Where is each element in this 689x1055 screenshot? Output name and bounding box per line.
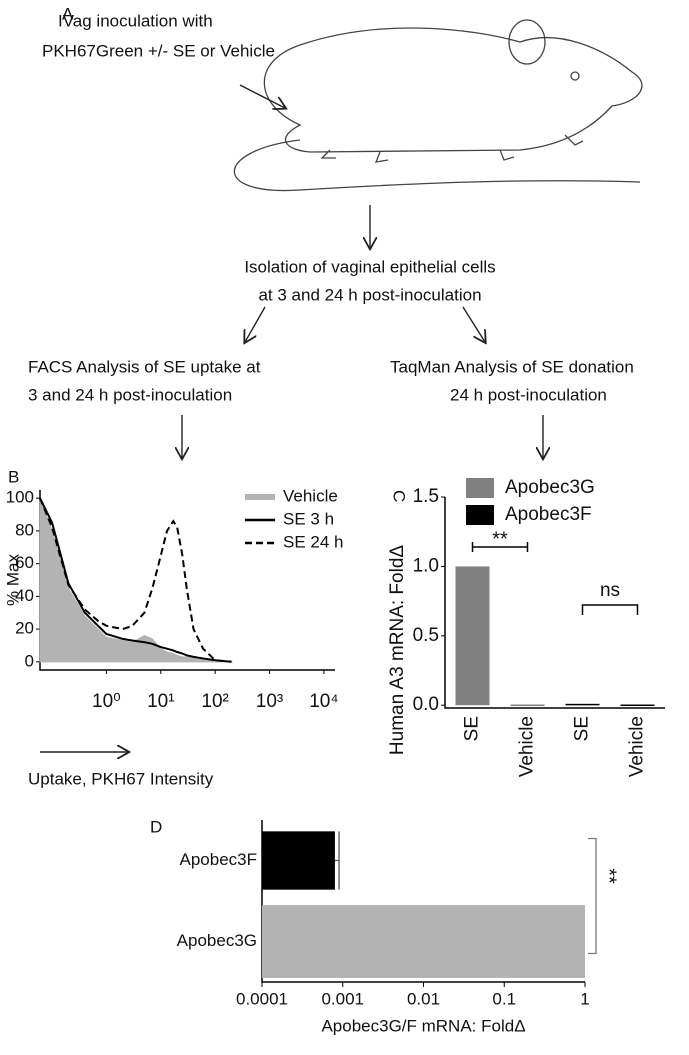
bar [510, 704, 545, 707]
x-tick-label: Vehicle [627, 716, 648, 777]
x-tick-label: SE [462, 716, 483, 741]
y-axis-label: % Max [3, 554, 22, 606]
x-tick-label: 0.0001 [236, 989, 288, 1008]
arrows [40, 84, 543, 752]
significance: ** [598, 868, 620, 884]
x-tick-label: 10⁰ [92, 691, 121, 712]
y-tick-label: 80 [15, 520, 34, 539]
y-tick-label: 0.5 [413, 625, 439, 646]
legend-label: SE 24 h [283, 532, 344, 551]
legend-swatch [466, 505, 494, 525]
y-tick-label: 100 [6, 488, 34, 507]
bar [262, 831, 335, 890]
significance: ** [492, 528, 508, 550]
y-tick-label: Apobec3G [177, 931, 257, 950]
bar [455, 566, 490, 706]
line [39, 497, 232, 663]
step-text: at 3 and 24 h post-inoculation [258, 285, 481, 304]
x-tick-label: 10² [201, 691, 228, 712]
bar [620, 704, 655, 707]
y-tick-label: Apobec3F [180, 850, 258, 869]
x-tick-label: Vehicle [517, 716, 538, 777]
x-axis-label: Apobec3G/F mRNA: FoldΔ [321, 1016, 525, 1035]
bracket [581, 604, 639, 615]
error-bar [334, 831, 340, 890]
step-text: 24 h post-inoculation [450, 385, 607, 404]
y-tick-label: 40 [15, 586, 34, 605]
x-tick-label: 10³ [256, 691, 283, 712]
step-text: FACS Analysis of SE uptake at [28, 357, 261, 376]
y-tick-label: 1.5 [413, 486, 439, 507]
legend-label: SE 3 h [283, 509, 334, 528]
x-tick-label: 10⁴ [309, 691, 338, 712]
bar [565, 703, 600, 706]
panel-label: C [390, 490, 409, 502]
panel-label: D [150, 817, 162, 836]
panel-label: A [62, 4, 74, 23]
bracket [471, 542, 529, 552]
panel-label: B [8, 467, 19, 486]
bar [262, 905, 585, 978]
legend-label: Vehicle [283, 486, 338, 505]
significance: ns [600, 580, 620, 601]
x-tick-label: 1 [580, 989, 589, 1008]
y-tick-label: 60 [15, 553, 34, 572]
x-tick-label: 0.1 [492, 989, 516, 1008]
x-tick-label: 10¹ [147, 691, 174, 712]
y-axis-label: Human A3 mRNA: FoldΔ [387, 545, 408, 755]
x-tick-label: SE [572, 716, 593, 741]
step-text: TaqMan Analysis of SE donation [390, 357, 634, 376]
step-text: Isolation of vaginal epithelial cells [244, 257, 495, 276]
legend-label: Apobec3F [505, 504, 592, 525]
y-tick-label: 1.0 [413, 555, 439, 576]
y-tick-label: 20 [15, 619, 34, 638]
step-text: PKH67Green +/- SE or Vehicle [42, 41, 275, 60]
axis [444, 497, 665, 709]
step-text: IVag inoculation with [58, 11, 213, 30]
legend-label: Apobec3G [505, 477, 595, 498]
area [39, 498, 234, 663]
mouse [233, 19, 643, 192]
legend-swatch [466, 478, 494, 498]
y-tick-label: 0 [25, 651, 34, 670]
bracket [588, 837, 597, 955]
x-tick-label: 0.001 [321, 989, 364, 1008]
x-tick-label: 0.01 [407, 989, 440, 1008]
line [39, 497, 232, 663]
y-tick-label: 0.0 [413, 694, 439, 715]
step-text: 3 and 24 h post-inoculation [28, 385, 232, 404]
x-axis-label: Uptake, PKH67 Intensity [28, 769, 214, 788]
